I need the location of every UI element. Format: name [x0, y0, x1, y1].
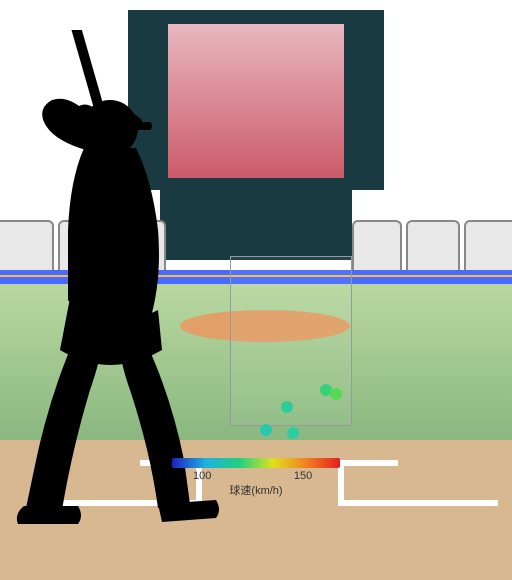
- stadium-stand: [406, 220, 460, 272]
- pitch-location-chart: 100 150 球速(km/h): [0, 0, 512, 512]
- batters-box-line: [338, 460, 398, 466]
- speed-axis-label: 球速(km/h): [172, 482, 340, 498]
- speed-gradient-bar: [172, 458, 340, 468]
- speed-tick-label: 150: [294, 470, 312, 482]
- speed-tick-label: 100: [193, 470, 211, 482]
- pitch-marker: [330, 388, 342, 400]
- speed-tick-row: 100 150: [172, 470, 340, 482]
- speed-legend: 100 150 球速(km/h): [172, 458, 340, 498]
- batters-box-line: [338, 500, 498, 506]
- stadium-stand: [464, 220, 512, 272]
- stadium-stand: [352, 220, 402, 272]
